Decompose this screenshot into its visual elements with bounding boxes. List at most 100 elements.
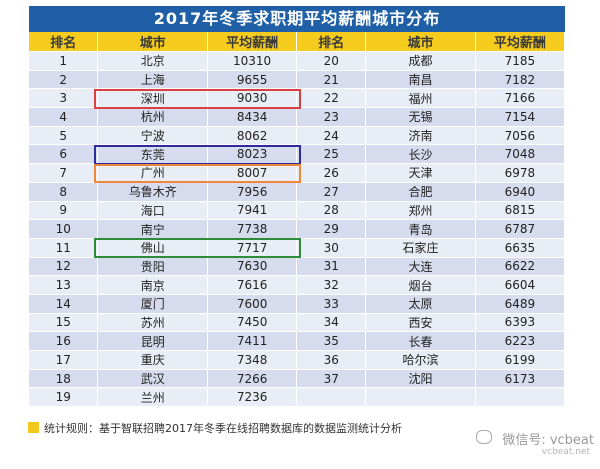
table-row: 7 广州 8007 26 天津 6978 (29, 163, 566, 183)
cell-city-right: 成都 (365, 51, 476, 71)
cell-salary-right: 7154 (475, 107, 566, 127)
table-row: 14 厦门 7600 33 太原 6489 (29, 293, 566, 314)
cell-salary-right: 6978 (475, 163, 566, 183)
cell-salary-right: 7182 (475, 69, 566, 89)
cell-salary-left: 7717 (207, 237, 298, 258)
cell-rank-left: 16 (29, 331, 99, 351)
cell-salary-right: 6622 (475, 256, 566, 276)
cell-salary-left: 7348 (207, 350, 298, 370)
table-row: 11 佛山 7717 30 石家庄 6635 (29, 237, 566, 258)
table-row: 13 南京 7616 32 烟台 6604 (29, 275, 566, 295)
cell-city-left: 厦门 (97, 293, 208, 314)
cell-salary-left: 7738 (207, 219, 298, 239)
header-salary-left: 平均薪酬 (207, 32, 298, 52)
cell-rank-left: 8 (29, 181, 99, 201)
cell-city-right: 沈阳 (365, 368, 476, 388)
table-row: 5 宁波 8062 24 济南 7056 (29, 125, 566, 145)
cell-rank-left: 19 (29, 387, 99, 407)
cell-salary-left: 7411 (207, 331, 298, 351)
cell-rank-left: 11 (29, 237, 99, 258)
table-row: 17 重庆 7348 36 哈尔滨 6199 (29, 350, 566, 370)
cell-rank-left: 5 (29, 125, 99, 145)
cell-city-right: 青岛 (365, 219, 476, 239)
cell-rank-right: 22 (296, 88, 367, 108)
cell-rank-right: 25 (296, 144, 367, 164)
cell-city-right: 福州 (365, 88, 476, 108)
cell-rank-right (296, 387, 367, 407)
cell-rank-right: 34 (296, 312, 367, 332)
cell-city-left: 武汉 (97, 368, 208, 388)
cell-city-right: 石家庄 (365, 237, 476, 258)
header-city-right: 城市 (365, 32, 476, 52)
cell-city-left: 南京 (97, 275, 208, 295)
cell-city-left: 海口 (97, 200, 208, 220)
cell-city-right (365, 387, 476, 407)
cell-salary-right: 6393 (475, 312, 566, 332)
cell-salary-right: 6787 (475, 219, 566, 239)
cell-salary-left: 8434 (207, 107, 298, 127)
cell-rank-left: 10 (29, 219, 99, 239)
cell-rank-right: 36 (296, 350, 367, 370)
cell-city-right: 长沙 (365, 144, 476, 164)
header-rank-right: 排名 (296, 32, 367, 52)
cell-salary-right: 7056 (475, 125, 566, 145)
cell-city-right: 长春 (365, 331, 476, 351)
cell-city-left: 南宁 (97, 219, 208, 239)
cell-salary-right: 6173 (475, 368, 566, 388)
cell-rank-right: 29 (296, 219, 367, 239)
cell-city-left: 乌鲁木齐 (97, 181, 208, 201)
cell-city-left: 东莞 (97, 144, 208, 164)
cell-salary-left: 8023 (207, 144, 298, 164)
table-title: 2017年冬季求职期平均薪酬城市分布 (29, 6, 565, 32)
cell-salary-right: 6489 (475, 293, 566, 314)
table-row: 9 海口 7941 28 郑州 6815 (29, 200, 566, 220)
cell-city-left: 昆明 (97, 331, 208, 351)
header-row: 排名 城市 平均薪酬 排名 城市 平均薪酬 (29, 32, 566, 52)
cell-city-left: 兰州 (97, 387, 208, 407)
cell-rank-left: 1 (29, 51, 99, 71)
cell-rank-right: 27 (296, 181, 367, 201)
cell-rank-left: 3 (29, 88, 99, 108)
table-row: 18 武汉 7266 37 沈阳 6173 (29, 368, 566, 388)
table-row: 10 南宁 7738 29 青岛 6787 (29, 219, 566, 239)
cell-city-right: 天津 (365, 163, 476, 183)
cell-salary-left: 10310 (207, 51, 298, 71)
cell-city-right: 大连 (365, 256, 476, 276)
cell-rank-right: 31 (296, 256, 367, 276)
header-city-left: 城市 (97, 32, 208, 52)
cell-city-right: 合肥 (365, 181, 476, 201)
cell-salary-left: 8007 (207, 163, 298, 183)
statistics-rule-text: 统计规则：基于智联招聘2017年冬季在线招聘数据库的数据监测统计分析 (44, 422, 402, 435)
table-row: 4 杭州 8434 23 无锡 7154 (29, 107, 566, 127)
table-row: 16 昆明 7411 35 长春 6223 (29, 331, 566, 351)
cell-city-left: 苏州 (97, 312, 208, 332)
cell-salary-right: 6635 (475, 237, 566, 258)
cell-city-right: 哈尔滨 (365, 350, 476, 370)
cell-rank-left: 7 (29, 163, 99, 183)
cell-city-left: 宁波 (97, 125, 208, 145)
cell-rank-right: 23 (296, 107, 367, 127)
cell-rank-left: 12 (29, 256, 99, 276)
salary-table: 排名 城市 平均薪酬 排名 城市 平均薪酬 1 北京 10310 20 成都 7185 2 上… (29, 32, 566, 407)
cell-rank-left: 4 (29, 107, 99, 127)
bullet-square (28, 422, 39, 433)
watermark-wechat-id: 微信号: vcbeat (502, 433, 594, 448)
cell-rank-right: 33 (296, 293, 367, 314)
cell-city-right: 无锡 (365, 107, 476, 127)
watermark: 微信号: vcbeat vcbeat.net (476, 429, 594, 465)
cell-salary-left: 7450 (207, 312, 298, 332)
cell-rank-right: 20 (296, 51, 367, 71)
salary-table-container: 2017年冬季求职期平均薪酬城市分布 排名 城市 平均薪酬 排名 城市 平均薪酬… (29, 6, 566, 407)
cell-rank-right: 26 (296, 163, 367, 183)
cell-salary-left: 9030 (207, 88, 298, 108)
cell-rank-right: 32 (296, 275, 367, 295)
cell-rank-right: 28 (296, 200, 367, 220)
footer-note: 统计规则：基于智联招聘2017年冬季在线招聘数据库的数据监测统计分析 (28, 420, 568, 438)
cell-city-left: 重庆 (97, 350, 208, 370)
table-row: 6 东莞 8023 25 长沙 7048 (29, 144, 566, 164)
cell-city-right: 济南 (365, 125, 476, 145)
cell-rank-left: 15 (29, 312, 99, 332)
table-row: 12 贵阳 7630 31 大连 6622 (29, 256, 566, 276)
cell-city-right: 烟台 (365, 275, 476, 295)
cell-salary-right: 6604 (475, 275, 566, 295)
